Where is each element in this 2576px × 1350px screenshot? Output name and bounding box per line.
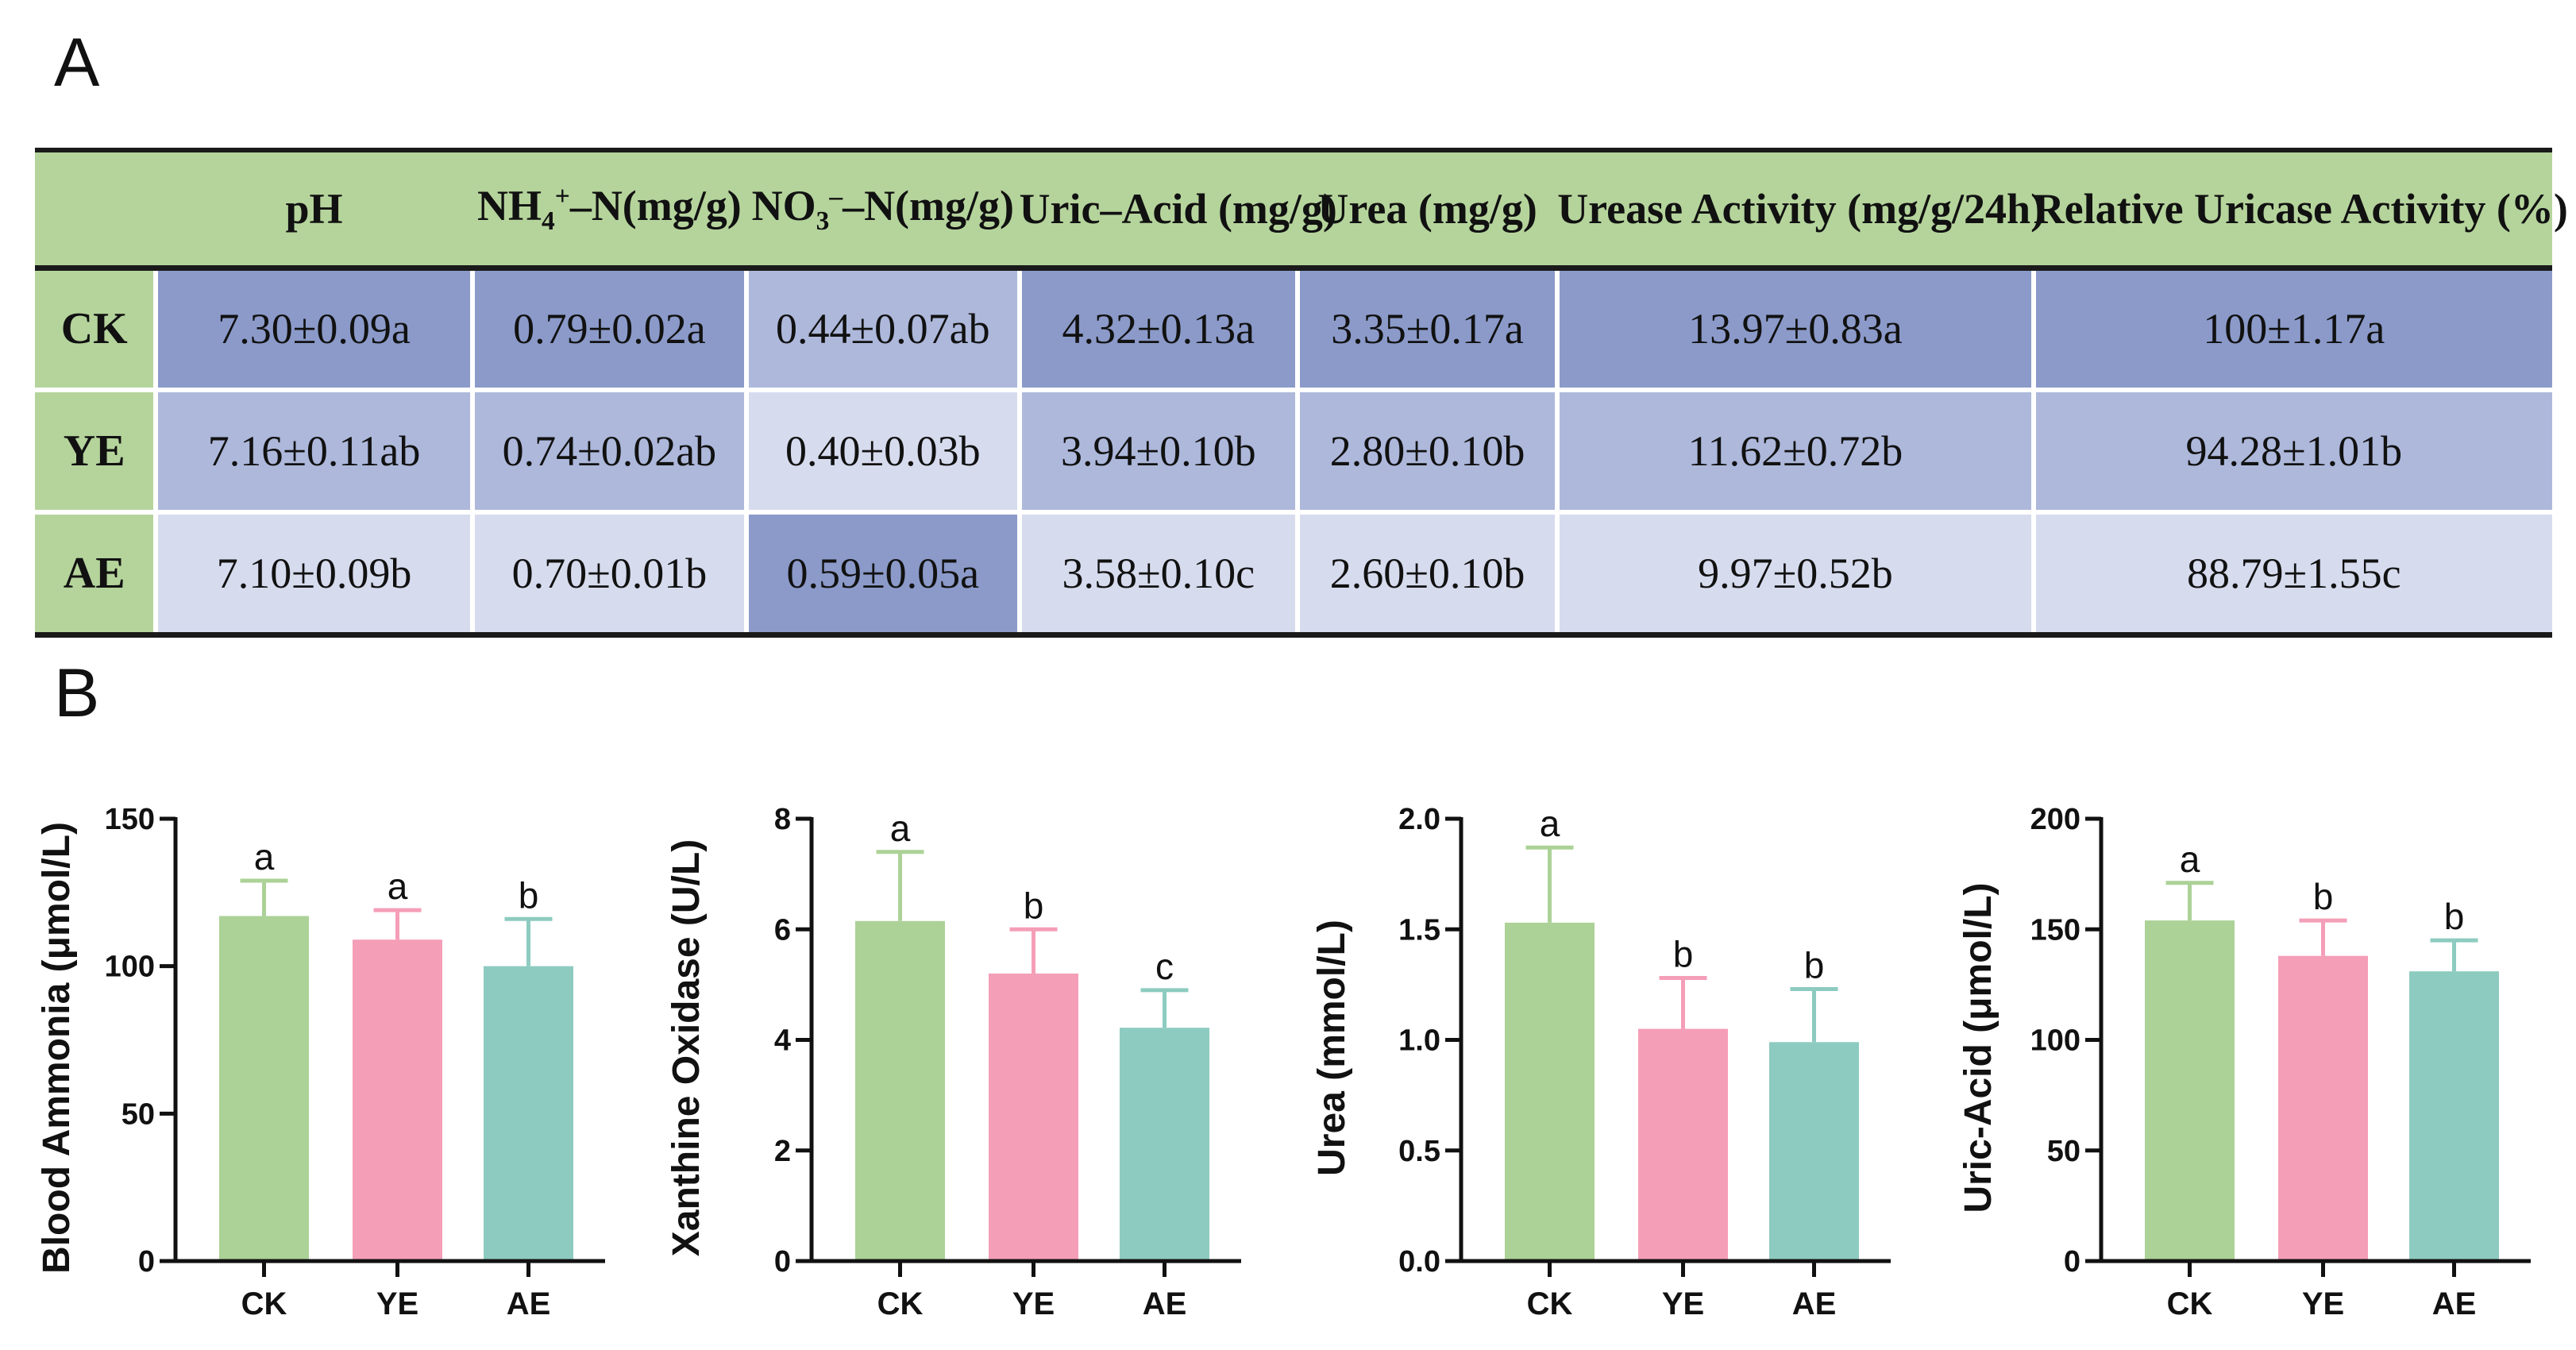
header-uricase: Relative Uricase Activity (%) [2033, 148, 2568, 271]
category-label: AE [1792, 1286, 1837, 1321]
table-cell: 0.79±0.02a [469, 268, 747, 392]
table-cell: 2.60±0.10b [1295, 512, 1558, 638]
table-cell: 11.62±0.72b [1555, 390, 2034, 515]
category-label: AE [2432, 1286, 2477, 1321]
y-tick-label: 0 [2064, 1245, 2080, 1279]
table-row-ae: AE 7.10±0.09b 0.70±0.01b 0.59±0.05a 3.58… [35, 512, 2552, 638]
category-label: YE [2302, 1286, 2344, 1321]
category-label: YE [376, 1286, 418, 1321]
y-tick-label: 0 [138, 1245, 155, 1279]
row-label: YE [35, 390, 156, 515]
significance-letter: a [2180, 839, 2200, 880]
category-label: AE [1143, 1286, 1187, 1321]
category-label: CK [241, 1286, 287, 1321]
table-row-ye: YE 7.16±0.11ab 0.74±0.02ab 0.40±0.03b 3.… [35, 390, 2552, 515]
significance-letter: b [1024, 885, 1044, 926]
category-label: CK [1527, 1286, 1573, 1321]
row-label: CK [35, 268, 156, 392]
y-tick-label: 1.5 [1398, 913, 1440, 947]
bar-ae [2409, 971, 2499, 1261]
header-urease: Urease Activity (mg/g/24h) [1557, 148, 2045, 271]
header-corner [35, 148, 156, 271]
y-tick-label: 2.0 [1398, 803, 1440, 836]
table-cell: 100±1.17a [2030, 268, 2552, 392]
header-nh4: NH4+–N(mg/g) [472, 148, 747, 271]
bar-ye [2278, 955, 2368, 1261]
bar-ae [1769, 1042, 1859, 1261]
header-urea: Urea (mg/g) [1298, 148, 1558, 271]
table-cell: 13.97±0.83a [1555, 268, 2034, 392]
bar-ck [855, 920, 945, 1261]
table-cell: 3.58±0.10c [1016, 512, 1298, 638]
y-axis-label: Urea (mmol/L) [1311, 920, 1353, 1176]
y-tick-label: 150 [2030, 913, 2080, 947]
table-cell: 0.40±0.03b [744, 390, 1020, 515]
y-tick-label: 2 [774, 1135, 791, 1168]
y-tick-label: 0.5 [1398, 1135, 1440, 1168]
bar-ck [219, 916, 309, 1261]
significance-letter: b [1804, 944, 1825, 986]
bar-ye [353, 939, 442, 1261]
bar-ye [989, 973, 1078, 1261]
y-tick-label: 4 [774, 1024, 791, 1058]
y-tick-label: 150 [105, 803, 155, 836]
table-cell: 7.10±0.09b [153, 512, 472, 638]
bar-ae [484, 966, 573, 1261]
table-cell: 88.79±1.55c [2030, 512, 2552, 638]
significance-letter: b [519, 874, 539, 916]
y-tick-label: 100 [2030, 1024, 2080, 1058]
significance-letter: b [2444, 896, 2465, 937]
significance-letter: b [2313, 876, 2334, 917]
category-label: YE [1662, 1286, 1704, 1321]
row-label: AE [35, 512, 156, 638]
significance-letter: c [1155, 946, 1174, 987]
soil-properties-table: pH NH4+–N(mg/g) NO3––N(mg/g) Uric–Acid (… [35, 148, 2568, 638]
table-cell: 3.94±0.10b [1016, 390, 1298, 515]
table-cell: 0.59±0.05a [744, 512, 1020, 638]
bar-ck [2145, 920, 2235, 1261]
bar-ae [1120, 1028, 1209, 1261]
table-cell: 3.35±0.17a [1295, 268, 1558, 392]
table-cell: 94.28±1.01b [2030, 390, 2552, 515]
y-tick-label: 1.0 [1398, 1024, 1440, 1058]
panel-label-a: A [54, 25, 100, 101]
table-cell: 7.16±0.11ab [153, 390, 472, 515]
panel-label-b: B [54, 655, 100, 731]
table-cell: 7.30±0.09a [153, 268, 472, 392]
header-uric-acid: Uric–Acid (mg/g) [1019, 148, 1337, 271]
table-cell: 0.70±0.01b [469, 512, 747, 638]
table-header-row: pH NH4+–N(mg/g) NO3––N(mg/g) Uric–Acid (… [35, 148, 2568, 271]
significance-letter: a [388, 866, 408, 907]
category-label: YE [1012, 1286, 1055, 1321]
bar-ye [1638, 1028, 1728, 1261]
bar-ck [1505, 922, 1595, 1261]
significance-letter: a [254, 836, 275, 878]
y-tick-label: 0 [774, 1245, 791, 1279]
y-tick-label: 6 [774, 913, 791, 947]
table-row-ck: CK 7.30±0.09a 0.79±0.02a 0.44±0.07ab 4.3… [35, 268, 2552, 392]
table-cell: 2.80±0.10b [1295, 390, 1558, 515]
header-no3: NO3––N(mg/g) [746, 148, 1020, 271]
category-label: CK [2167, 1286, 2213, 1321]
significance-letter: a [1540, 803, 1560, 844]
y-tick-label: 100 [105, 951, 155, 984]
category-label: CK [877, 1286, 924, 1321]
y-axis-label: Blood Ammonia (μmol/L) [36, 822, 78, 1274]
header-ph: pH [156, 148, 472, 271]
y-tick-label: 0.0 [1398, 1245, 1440, 1279]
y-axis-label: Uric-Acid (μmol/L) [1957, 882, 1999, 1213]
y-tick-label: 50 [2047, 1135, 2080, 1168]
table-cell: 4.32±0.13a [1016, 268, 1298, 392]
category-label: AE [507, 1286, 551, 1321]
table-cell: 0.74±0.02ab [469, 390, 747, 515]
y-tick-label: 200 [2030, 803, 2080, 836]
table-cell: 9.97±0.52b [1555, 512, 2034, 638]
significance-letter: a [890, 808, 911, 849]
significance-letter: b [1673, 934, 1694, 975]
y-tick-label: 50 [121, 1097, 155, 1131]
y-tick-label: 8 [774, 803, 791, 836]
table-cell: 0.44±0.07ab [744, 268, 1020, 392]
y-axis-label: Xanthine Oxidase (U/L) [665, 839, 708, 1256]
